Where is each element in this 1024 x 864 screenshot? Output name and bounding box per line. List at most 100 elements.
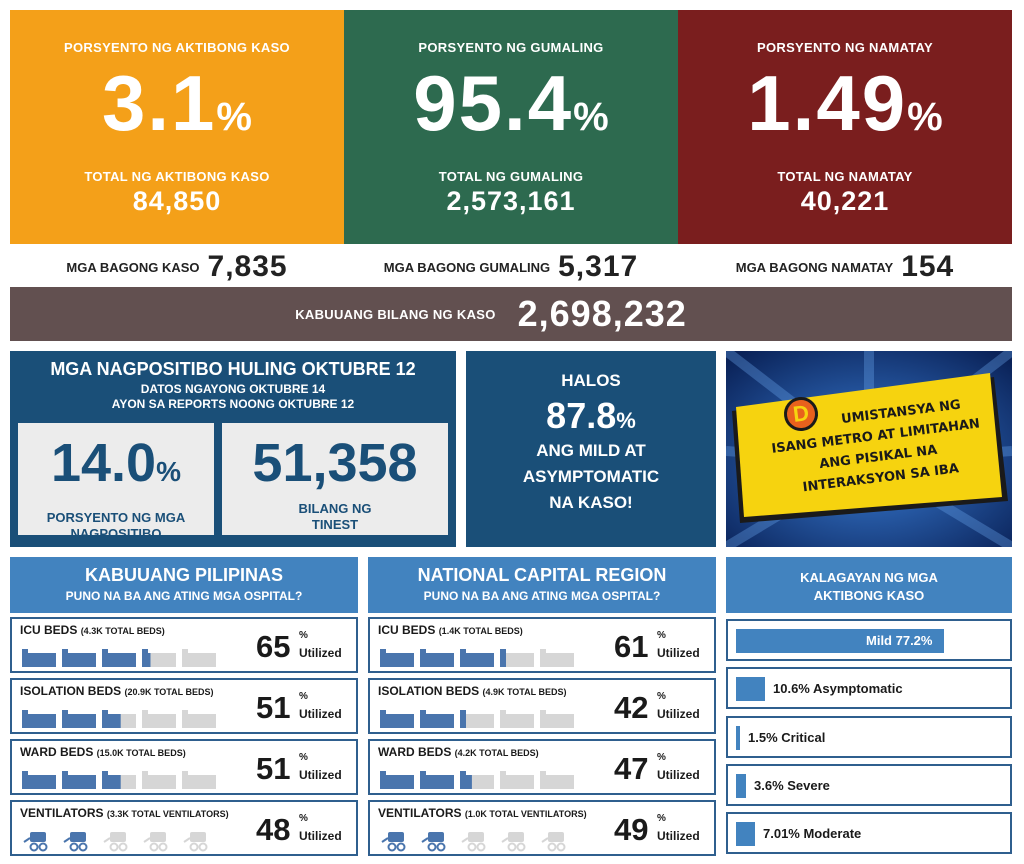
new-recovered-label: MGA BAGONG GUMALING bbox=[383, 259, 551, 275]
bed-bar-segment bbox=[420, 771, 454, 789]
ventilator-icon bbox=[541, 832, 566, 852]
total-cases-label: KABUUANG BILANG NG KASO bbox=[295, 306, 496, 322]
promo-background bbox=[726, 351, 1012, 547]
ventilator-icon bbox=[63, 832, 88, 852]
total-cases-bar: KABUUANG BILANG NG KASO 2,698,232 bbox=[10, 287, 1012, 341]
bed-bar-segment bbox=[102, 649, 136, 667]
bed-bar-segment bbox=[420, 710, 454, 728]
utilized-label: Utilized bbox=[657, 646, 700, 660]
utilization-percent-sign: % bbox=[657, 630, 666, 641]
bed-bar-segment bbox=[460, 771, 494, 789]
utilization-value: 42 bbox=[614, 690, 649, 725]
positivity-rate-caption2: NAGPOSITIBO bbox=[70, 526, 162, 541]
status-label: Mild 77.2% bbox=[866, 633, 933, 648]
deaths-tile: PORSYENTO NG NAMATAY 1.49% TOTAL NG NAMA… bbox=[678, 10, 1012, 244]
recovered-tile: PORSYENTO NG GUMALING 95.4% TOTAL NG GUM… bbox=[344, 10, 678, 244]
philippines-title: KABUUANG PILIPINAS bbox=[84, 565, 283, 585]
positivity-rate-box: 14.0% PORSYENTO NG MGA NAGPOSITIBO bbox=[18, 423, 214, 541]
ventilator-icon bbox=[501, 832, 526, 852]
deaths-percent-value: 1.49% bbox=[747, 59, 943, 147]
bed-total: (20.9K TOTAL BEDS) bbox=[124, 687, 214, 697]
deaths-percent-label: PORSYENTO NG NAMATAY bbox=[757, 40, 933, 55]
status-item: 3.6% Severe bbox=[726, 764, 1012, 806]
bed-bar-segment bbox=[102, 771, 136, 789]
ventilator-icon bbox=[23, 832, 48, 852]
tested-caption1: BILANG NG bbox=[298, 501, 372, 516]
status-label: 1.5% Critical bbox=[748, 730, 826, 745]
bed-bar-segment bbox=[182, 649, 216, 667]
bed-card: WARD BEDS (4.2K TOTAL BEDS) 47% Utilized bbox=[368, 739, 716, 795]
bed-bar-segment bbox=[142, 649, 176, 667]
bed-bar-segment bbox=[380, 649, 414, 667]
active-percent-value: 3.1% bbox=[101, 59, 252, 147]
bed-bar-segment bbox=[420, 649, 454, 667]
bed-card: ISOLATION BEDS (20.9K TOTAL BEDS) 51% Util… bbox=[10, 678, 358, 734]
bed-total: (1.4K TOTAL BEDS) bbox=[438, 626, 523, 636]
ventilator-icon bbox=[461, 832, 486, 852]
utilized-label: Utilized bbox=[657, 707, 700, 721]
utilization-meter bbox=[380, 771, 574, 789]
status-label: 7.01% Moderate bbox=[763, 826, 862, 841]
bed-bar-segment bbox=[500, 710, 534, 728]
ventilator-icon bbox=[143, 832, 168, 852]
utilization-value: 48 bbox=[256, 812, 291, 847]
utilized-label: Utilized bbox=[657, 768, 700, 782]
positivity-panel: MGA NAGPOSITIBO HULING OKTUBRE 12 DATOS … bbox=[10, 351, 456, 547]
utilization-value: 49 bbox=[614, 812, 649, 847]
status-bar bbox=[736, 677, 765, 701]
bed-label: ISOLATION BEDS (4.9K TOTAL BEDS) bbox=[378, 684, 566, 698]
bed-total: (3.3K TOTAL VENTILATORS) bbox=[106, 809, 229, 819]
positivity-rate-value: 14.0% bbox=[50, 433, 181, 493]
new-deaths-value: 154 bbox=[901, 250, 955, 283]
bed-bar-segment bbox=[102, 710, 136, 728]
bed-total: (1.0K TOTAL VENTILATORS) bbox=[464, 809, 587, 819]
active-status-title1: KALAGAYAN NG MGA bbox=[800, 570, 938, 585]
utilization-percent-sign: % bbox=[657, 813, 666, 824]
utilization-meter bbox=[23, 832, 208, 852]
active-total-label: TOTAL NG AKTIBONG KASO bbox=[84, 169, 270, 184]
tested-value: 51,358 bbox=[252, 433, 418, 493]
bed-type: ICU BEDS bbox=[378, 623, 439, 637]
bed-bar-segment bbox=[380, 710, 414, 728]
positivity-date-line: DATOS NGAYONG OKTUBRE 14 bbox=[140, 382, 326, 396]
new-cases: MGA BAGONG KASO 7,835 bbox=[10, 248, 344, 286]
bed-label: WARD BEDS (4.2K TOTAL BEDS) bbox=[378, 745, 539, 759]
bed-label: ISOLATION BEDS (20.9K TOTAL BEDS) bbox=[20, 684, 213, 698]
utilization-value: 65 bbox=[256, 629, 291, 664]
utilization-meter bbox=[22, 710, 216, 728]
bed-bar-segment bbox=[22, 649, 56, 667]
recovered-percent-value: 95.4% bbox=[413, 59, 609, 147]
active-status-title2: AKTIBONG KASO bbox=[813, 588, 925, 603]
status-bar bbox=[736, 629, 944, 653]
bed-bar-segment bbox=[540, 710, 574, 728]
bed-card: ICU BEDS (4.3K TOTAL BEDS) 65% Utilized bbox=[10, 617, 358, 673]
bed-type: ICU BEDS bbox=[20, 623, 81, 637]
bed-label: ICU BEDS (1.4K TOTAL BEDS) bbox=[378, 623, 523, 637]
bed-type: ISOLATION BEDS bbox=[378, 684, 483, 698]
utilization-percent-sign: % bbox=[299, 813, 308, 824]
bed-bar-segment bbox=[22, 710, 56, 728]
status-bar bbox=[736, 774, 746, 798]
status-item: 10.6% Asymptomatic bbox=[726, 667, 1012, 709]
status-item: 1.5% Critical bbox=[726, 716, 1012, 758]
bed-card: ISOLATION BEDS (4.9K TOTAL BEDS) 42% Utili… bbox=[368, 678, 716, 734]
status-label: 10.6% Asymptomatic bbox=[773, 681, 903, 696]
utilization-meter bbox=[380, 710, 574, 728]
utilized-label: Utilized bbox=[299, 768, 342, 782]
bed-card: WARD BEDS (15.0K TOTAL BEDS) 51% Utilized bbox=[10, 739, 358, 795]
active-cases-tile: PORSYENTO NG AKTIBONG KASO 3.1% TOTAL NG… bbox=[10, 10, 344, 244]
utilized-label: Utilized bbox=[657, 829, 700, 843]
tested-caption2: TINEST bbox=[311, 517, 359, 532]
bed-bar-segment bbox=[380, 771, 414, 789]
utilization-percent-sign: % bbox=[657, 691, 666, 702]
bed-bar-segment bbox=[540, 649, 574, 667]
active-total-value: 84,850 bbox=[132, 186, 222, 216]
utilization-meter bbox=[380, 649, 574, 667]
mild-asymptomatic-panel: HALOS 87.8% ANG MILD AT ASYMPTOMATIC NA … bbox=[466, 351, 716, 547]
status-item: 7.01% Moderate bbox=[726, 812, 1012, 854]
utilization-meter bbox=[22, 649, 216, 667]
bed-total: (4.9K TOTAL BEDS) bbox=[482, 687, 567, 697]
utilization-percent-sign: % bbox=[299, 630, 308, 641]
utilized-label: Utilized bbox=[299, 646, 342, 660]
utilization-meter bbox=[22, 771, 216, 789]
